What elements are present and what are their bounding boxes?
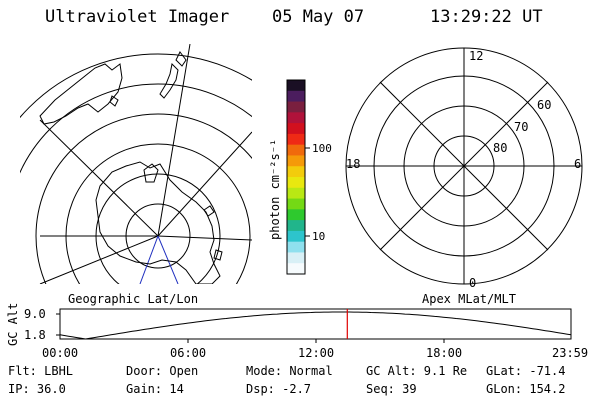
colorbar-cell xyxy=(287,166,305,178)
altitude-track: 9.0 1.8 GC Alt 00:00 06:00 12:00 18:00 2… xyxy=(6,303,588,360)
track-xtick-label: 06:00 xyxy=(170,346,206,360)
colorbar: 100 10 photon cm⁻²s⁻¹ xyxy=(268,79,332,275)
colorbar-cell xyxy=(287,220,305,232)
time-label: 13:29:22 UT xyxy=(430,7,543,27)
glat-info: GLat: -71.4 xyxy=(486,364,566,378)
track-xtick-label: 12:00 xyxy=(298,346,334,360)
filter-info: Flt: LBHL xyxy=(8,364,74,378)
landmass-tasmania xyxy=(109,95,119,107)
gc-alt-info: GC Alt: 9.1 Re xyxy=(366,364,468,378)
colorbar-tick-10: 10 xyxy=(312,230,325,243)
meridian-line xyxy=(39,235,159,284)
landmass-australia xyxy=(39,63,123,125)
colorbar-cell xyxy=(287,90,305,103)
colorbar-cell xyxy=(287,263,305,275)
lat-circle xyxy=(20,53,252,119)
mlt-label-12: 12 xyxy=(469,49,483,63)
meridian-line xyxy=(157,131,252,237)
landmass-island xyxy=(213,249,223,261)
landmass-antarctica xyxy=(95,161,221,284)
mlat-label-70: 70 xyxy=(514,120,528,134)
mlat-label-60: 60 xyxy=(537,98,551,112)
colorbar-cell xyxy=(287,133,305,146)
colorbar-cell xyxy=(287,209,305,221)
apex-caption: Apex MLat/MLT xyxy=(422,292,516,306)
track-xtick-label: 18:00 xyxy=(426,346,462,360)
colorbar-cell xyxy=(287,241,305,254)
door-info: Door: Open xyxy=(126,364,199,378)
track-ytick-label-max: 9.0 xyxy=(24,307,46,321)
instrument-title: Ultraviolet Imager xyxy=(45,7,230,27)
blue-meridian xyxy=(157,235,179,284)
track-xtick-label: 23:59 xyxy=(552,346,588,360)
landmass-ice-shelf xyxy=(143,163,159,183)
mlt-label-6: 6 xyxy=(574,157,581,171)
meridian-line xyxy=(157,44,191,237)
colorbar-frame xyxy=(286,79,306,275)
glon-info: GLon: 154.2 xyxy=(486,382,566,396)
colorbar-cell xyxy=(287,123,305,135)
track-frame xyxy=(59,308,572,340)
polar-grid xyxy=(345,47,583,285)
colorbar-cell xyxy=(287,112,305,124)
landmass-new-zealand xyxy=(159,62,179,99)
colorbar-cell xyxy=(287,155,305,167)
seq-info: Seq: 39 xyxy=(366,382,417,396)
date-label: 05 May 07 xyxy=(272,7,365,27)
colorbar-cell xyxy=(287,187,305,200)
blue-meridian xyxy=(139,235,159,284)
meridian-line xyxy=(157,235,252,241)
landmass-island xyxy=(203,205,215,217)
landmass-new-zealand-north xyxy=(175,51,187,67)
track-ylabel: GC Alt xyxy=(6,303,20,346)
colorbar-tick-100: 100 xyxy=(312,142,332,155)
meridian-line xyxy=(39,119,159,237)
colorbar-cell xyxy=(287,252,305,264)
colorbar-cell xyxy=(287,198,305,210)
ip-info: IP: 36.0 xyxy=(8,382,66,396)
colorbar-cell xyxy=(287,230,305,243)
mlt-label-18: 18 xyxy=(346,157,360,171)
dsp-info: Dsp: -2.7 xyxy=(246,382,312,396)
track-xtick-label: 00:00 xyxy=(42,346,78,360)
colorbar-unit-label: photon cm⁻²s⁻¹ xyxy=(268,139,282,240)
colorbar-cell xyxy=(287,144,305,157)
mode-info: Mode: Normal xyxy=(246,364,333,378)
lat-circle xyxy=(20,83,252,174)
colorbar-cell xyxy=(287,177,305,189)
mlt-diagonal xyxy=(379,81,549,251)
geographic-caption: Geographic Lat/Lon xyxy=(68,292,198,306)
track-ytick-label-min: 1.8 xyxy=(24,328,46,342)
mlat-label-80: 80 xyxy=(493,141,507,155)
colorbar-cell xyxy=(287,101,305,113)
mlt-label-0: 0 xyxy=(469,276,476,290)
lat-circle xyxy=(35,113,252,284)
gain-info: Gain: 14 xyxy=(126,382,184,396)
geographic-map xyxy=(20,44,252,284)
altitude-curve xyxy=(59,311,572,340)
colorbar-cell xyxy=(287,80,305,92)
